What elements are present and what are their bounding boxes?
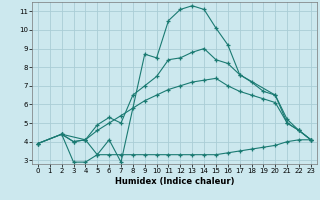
X-axis label: Humidex (Indice chaleur): Humidex (Indice chaleur) [115,177,234,186]
